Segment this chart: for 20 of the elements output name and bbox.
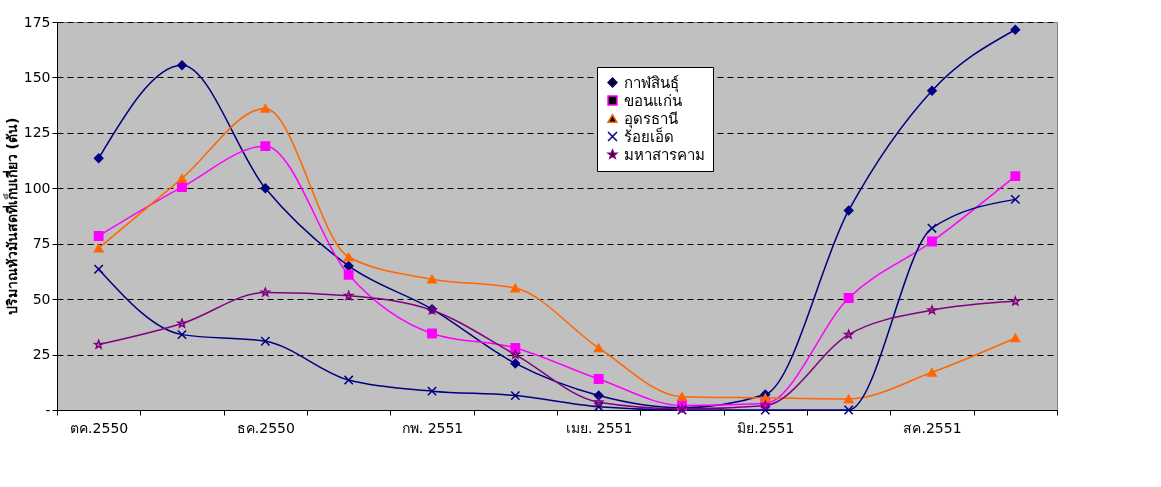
y-tick-label: -	[45, 401, 51, 418]
y-tick-label: 25	[32, 346, 51, 363]
legend-label: อุดรธานี	[624, 109, 678, 129]
x-tick-label: ตค.2550	[70, 419, 129, 436]
y-tick-label: 100	[23, 179, 51, 196]
x-tick-label: กพ. 2551	[401, 419, 464, 436]
legend-label: มหาสารคาม	[624, 145, 705, 164]
x-tick-label: ธค.2550	[236, 419, 295, 436]
y-tick-label: 50	[32, 290, 51, 307]
legend-label: ขอนแก่น	[624, 91, 682, 110]
x-tick-label: มิย.2551	[737, 419, 795, 436]
x-tick-label: สค.2551	[903, 419, 962, 436]
legend-label: กาฬสินธุ์	[624, 73, 679, 93]
y-tick-label: 75	[32, 235, 51, 252]
legend-label: ร้อยเอ็ด	[624, 126, 674, 146]
x-tick-label: เมย. 2551	[565, 419, 633, 436]
y-tick-label: 125	[23, 124, 51, 141]
y-tick-label: 175	[23, 13, 51, 30]
y-axis-title: ปริมาณหัวมันสดที่เก็บเกี่ยว (ตัน)	[1, 117, 20, 316]
y-tick-label: 150	[23, 68, 51, 85]
